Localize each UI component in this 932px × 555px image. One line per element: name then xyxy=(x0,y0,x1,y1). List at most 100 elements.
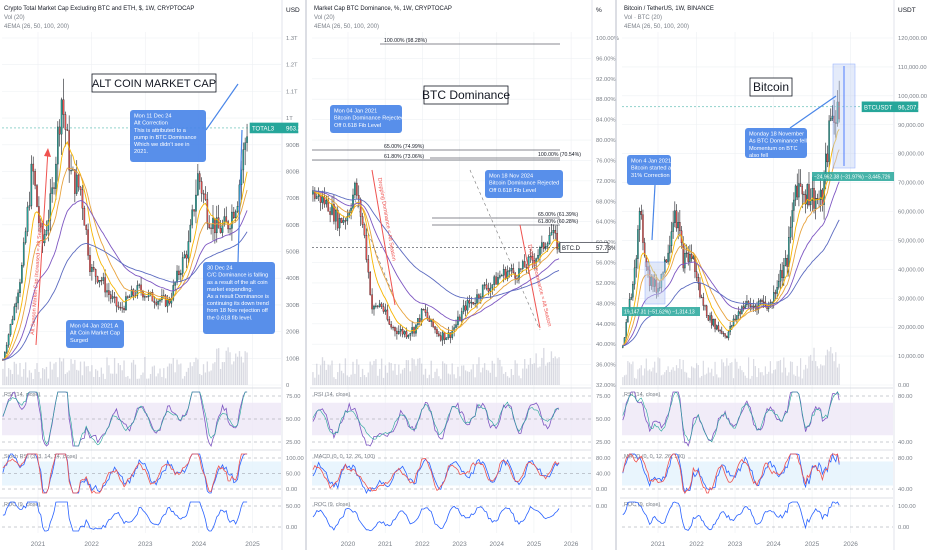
candle-body xyxy=(210,228,211,229)
volume-bar xyxy=(681,369,682,385)
candle-body xyxy=(203,193,204,194)
price-axis-label: 700B xyxy=(286,196,300,202)
volume-bar xyxy=(190,362,191,385)
candle-body xyxy=(10,324,11,334)
candle-body xyxy=(394,327,395,331)
volume-bar xyxy=(42,368,43,385)
last-price-tag: BTCUSDT 96,207.81 xyxy=(862,102,925,112)
candle-body xyxy=(450,333,451,338)
volume-bar xyxy=(63,359,64,385)
volume-bar xyxy=(12,374,13,385)
volume-bar xyxy=(679,359,680,385)
volume-bar xyxy=(195,358,196,385)
volume-bar xyxy=(53,364,54,385)
candle-body xyxy=(678,222,679,228)
volume-bar xyxy=(106,357,107,385)
candle-body xyxy=(480,297,481,299)
volume-bar xyxy=(661,375,662,385)
volume-bar xyxy=(57,377,58,385)
rsi-level-label: 75.00 xyxy=(596,394,611,400)
volume-bar xyxy=(173,358,174,385)
candle-body xyxy=(157,301,158,304)
candle-body xyxy=(750,304,751,307)
price-tag-value: 57.73% xyxy=(596,246,617,252)
volume-bar xyxy=(551,351,552,385)
volume-bar xyxy=(492,361,493,385)
volume-bar xyxy=(335,379,336,385)
price-axis-label: 68.00% xyxy=(596,199,616,205)
volume-bar xyxy=(169,363,170,385)
candle-body xyxy=(392,327,393,328)
volume-bar xyxy=(51,370,52,385)
volume-bar xyxy=(694,368,695,385)
volume-bar xyxy=(157,373,158,385)
candle-body xyxy=(224,217,225,225)
volume-bar xyxy=(827,350,828,385)
volume-bar xyxy=(69,371,70,385)
fib-level-label: 65.00% (74.99%) xyxy=(384,144,424,150)
volume-bar xyxy=(532,364,533,385)
candle-body xyxy=(526,267,527,268)
candle-body xyxy=(763,302,764,303)
candle-body xyxy=(318,195,319,197)
volume-bar xyxy=(322,357,323,385)
volume-bar xyxy=(131,363,132,385)
measure-label: −24,962.38 (−31.97%) −3,445,726 xyxy=(812,172,894,181)
volume-bar xyxy=(539,367,540,385)
candle-body xyxy=(440,336,441,341)
volume-bar xyxy=(87,366,88,385)
volume-bar xyxy=(798,377,799,385)
candle-body xyxy=(558,244,559,250)
fib-level-label: 100.00% (70.54%) xyxy=(538,152,581,158)
candle-body xyxy=(70,170,71,171)
candle-body xyxy=(425,310,426,313)
volume-bar xyxy=(746,378,747,385)
roc-level-label: 0.00 xyxy=(286,525,297,531)
candle-body xyxy=(679,222,680,230)
volume-bar xyxy=(89,371,90,385)
time-axis-label: 2024 xyxy=(192,541,207,548)
volume-bar xyxy=(807,369,808,385)
measure-box xyxy=(645,262,665,304)
candle-body xyxy=(144,296,145,297)
volume-bar xyxy=(649,369,650,385)
candle-body xyxy=(180,273,181,275)
candle-body xyxy=(547,244,548,246)
volume-bar xyxy=(391,363,392,385)
volume-bar xyxy=(522,369,523,385)
volume-bar xyxy=(516,364,517,385)
candle-body xyxy=(345,220,346,221)
candle-body xyxy=(442,333,443,341)
candle-body xyxy=(467,300,468,310)
candle-body xyxy=(632,284,633,297)
volume-bar xyxy=(67,372,68,385)
candle-body xyxy=(792,210,793,227)
volume-bar xyxy=(755,366,756,385)
volume-bar xyxy=(497,358,498,385)
candle-body xyxy=(684,253,685,268)
candle-body xyxy=(706,306,707,316)
candle-body xyxy=(182,258,183,274)
candle-body xyxy=(389,319,390,324)
candle-body xyxy=(354,183,355,195)
time-axis-label: 2023 xyxy=(452,541,467,548)
candle-body xyxy=(713,319,714,325)
volume-bar xyxy=(771,373,772,385)
volume-bar xyxy=(436,369,437,385)
chart-title-box: Bitcoin xyxy=(750,78,792,96)
candle-body xyxy=(434,327,435,330)
volume-bar xyxy=(129,379,130,385)
candle-body xyxy=(364,225,365,236)
candle-body xyxy=(494,277,495,285)
candle-body xyxy=(637,230,638,259)
volume-bar xyxy=(740,366,741,385)
volume-bar xyxy=(459,376,460,385)
volume-bar xyxy=(480,372,481,385)
candle-body xyxy=(827,154,828,162)
volume-bar xyxy=(389,362,390,385)
volume-bar xyxy=(473,364,474,385)
stoch-level-label: 80.00 xyxy=(898,456,913,462)
volume-bar xyxy=(139,379,140,385)
roc-label: ROC (9, close) xyxy=(624,502,661,508)
candle-body xyxy=(740,312,741,314)
